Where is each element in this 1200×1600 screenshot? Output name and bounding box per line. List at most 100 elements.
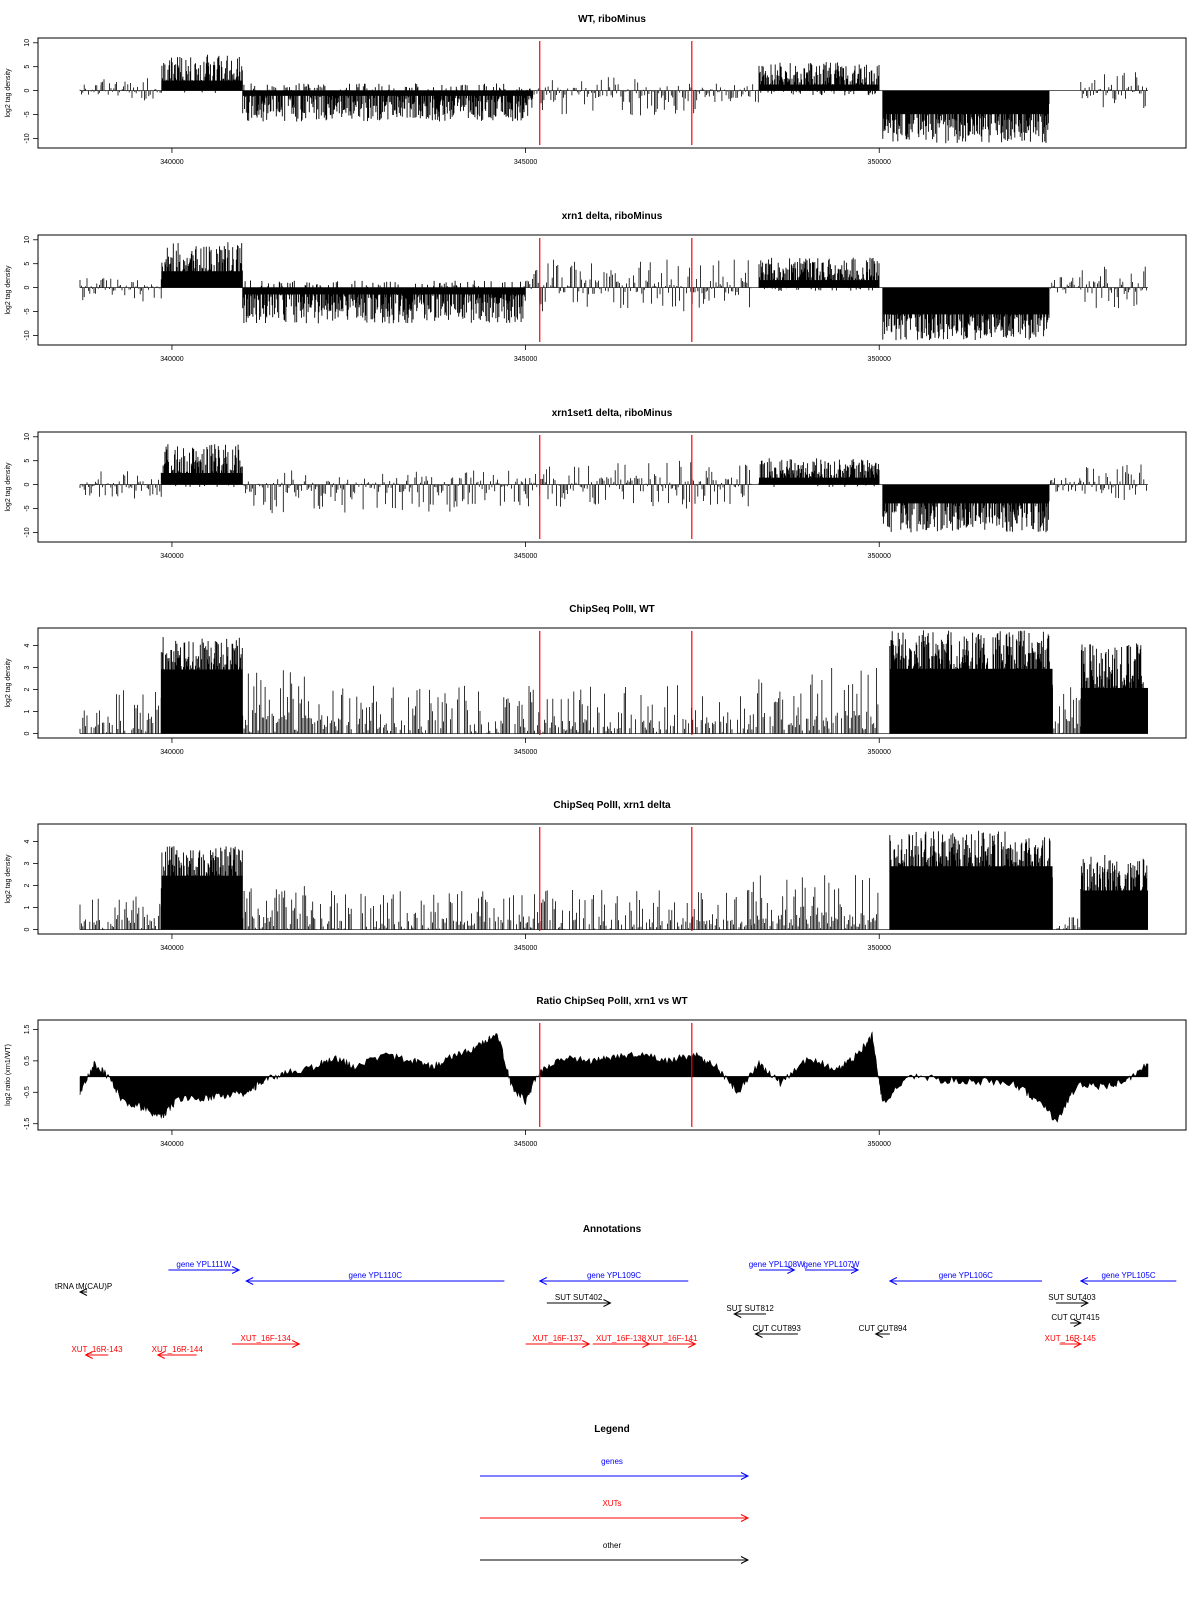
annotation-feature: XUT_16R-143 — [71, 1345, 123, 1359]
y-tick-label: 4 — [24, 644, 31, 648]
feature-label: gene YPL108W — [749, 1260, 805, 1269]
signal-bars — [694, 83, 759, 103]
y-tick-label: 3 — [24, 666, 31, 670]
signal-bars — [751, 668, 879, 734]
panel-frame — [37, 234, 1187, 346]
y-tick-label: 0 — [24, 483, 31, 487]
feature-label: gene YPL109C — [587, 1271, 641, 1280]
x-tick-label: 350000 — [868, 749, 891, 756]
y-tick-label: 10 — [24, 39, 31, 47]
feature-label: XUT_16F-138 — [596, 1334, 647, 1343]
arrowhead-icon — [1079, 1277, 1089, 1285]
y-tick-label: 4 — [24, 840, 31, 844]
signal-bars — [751, 875, 879, 930]
panel-1: WT, riboMinus log2 tag density -10 -5 0 5 10 34… — [5, 14, 1187, 166]
x-tick-label: 350000 — [868, 1141, 891, 1148]
annotation-feature: XUT_16R-144 — [152, 1345, 203, 1359]
panel-frame — [37, 37, 1187, 149]
feature-label: CUT CUT894 — [859, 1324, 908, 1333]
legend-entry: genes — [480, 1457, 750, 1480]
annotation-feature: XUT_16F-134 — [232, 1334, 301, 1348]
x-tick-label: 340000 — [160, 1141, 183, 1148]
signal-bars — [242, 280, 526, 324]
signal-block — [161, 875, 243, 930]
panel-frame — [37, 431, 1187, 543]
signal-bars — [525, 259, 752, 312]
x-tick-label: 350000 — [868, 945, 891, 952]
feature-label: gene YPL106C — [939, 1271, 993, 1280]
legend-label: other — [603, 1541, 622, 1550]
y-tick-label: -1.5 — [24, 1118, 31, 1130]
y-tick-label: 0 — [24, 286, 31, 290]
annotation-feature: SUT SUT402 — [546, 1293, 612, 1307]
signal-block — [161, 80, 243, 91]
signal-bars — [1056, 917, 1080, 930]
y-tick-label: -10 — [24, 527, 31, 537]
y-tick-label: 0 — [24, 732, 31, 736]
signal-bars — [532, 77, 696, 116]
feature-label: SUT SUT403 — [1048, 1293, 1096, 1302]
arrowhead-icon — [538, 1277, 547, 1285]
signal-block — [889, 668, 1053, 734]
arrowhead-icon — [733, 1310, 742, 1318]
arrowhead-icon — [740, 1514, 750, 1522]
annotation-feature: CUT CUT893 — [753, 1324, 802, 1338]
feature-label: XUT_16F-134 — [241, 1334, 292, 1343]
y-tick-label: 2 — [24, 884, 31, 888]
feature-label: XUT_16R-143 — [71, 1345, 123, 1354]
y-tick-label: -0.5 — [24, 1086, 31, 1098]
signal-bars — [242, 470, 526, 514]
annotations-panel: Annotations gene YPL111W gene YPL110C gene … — [55, 1224, 1177, 1359]
annotation-feature: tRNA tM(CAU)P — [55, 1282, 112, 1296]
signal-bars — [242, 886, 314, 930]
x-tick-label: 340000 — [160, 749, 183, 756]
feature-label: XUT_16R-145 — [1045, 1334, 1097, 1343]
signal-bars — [79, 690, 162, 734]
arrowhead-icon — [740, 1556, 750, 1564]
arrowhead-icon — [245, 1277, 254, 1285]
feature-label: XUT_16F-137 — [532, 1334, 583, 1343]
legend-title: Legend — [594, 1424, 630, 1435]
x-tick-label: 350000 — [868, 159, 891, 166]
y-tick-label: -5 — [24, 308, 31, 314]
signal-bars — [1048, 277, 1081, 294]
y-tick-label: -5 — [24, 111, 31, 117]
x-tick-label: 345000 — [514, 1141, 537, 1148]
y-tick-label: 1 — [24, 710, 31, 714]
y-tick-label: 0 — [24, 928, 31, 932]
feature-label: CUT CUT893 — [753, 1324, 802, 1333]
y-axis-label: log2 tag density — [5, 854, 12, 904]
annotation-feature: gene YPL106C — [888, 1271, 1042, 1285]
signal-block — [161, 271, 243, 288]
signal-bars — [100, 78, 161, 101]
y-tick-label: 1 — [24, 906, 31, 910]
feature-label: SUT SUT402 — [555, 1293, 603, 1302]
y-axis-label: log2 tag density — [5, 68, 12, 118]
y-axis-label: log2 tag density — [5, 265, 12, 315]
y-tick-label: 0.5 — [24, 1056, 31, 1066]
feature-label: CUT CUT415 — [1051, 1313, 1100, 1322]
panel-frame — [37, 823, 1187, 935]
annotation-feature: gene YPL109C — [538, 1271, 689, 1285]
legend-entry: other — [480, 1541, 750, 1564]
feature-label: XUT_16F-141 — [647, 1334, 698, 1343]
signal-bars — [79, 896, 162, 930]
annotation-feature: XUT_16R-145 — [1045, 1334, 1097, 1348]
signal-bars — [79, 471, 162, 499]
signal-block — [242, 287, 526, 295]
y-axis-label: log2 tag density — [5, 658, 12, 708]
x-tick-label: 350000 — [868, 553, 891, 560]
signal-block — [758, 280, 880, 288]
signal-bars — [1052, 687, 1081, 734]
x-tick-label: 340000 — [160, 356, 183, 363]
arrowhead-icon — [1073, 1340, 1082, 1348]
x-tick-label: 345000 — [514, 356, 537, 363]
signal-bars — [313, 890, 752, 930]
y-axis-label: log2 ratio (xrn1/WT) — [5, 1044, 12, 1106]
y-tick-label: 5 — [24, 459, 31, 463]
annotation-feature: SUT SUT403 — [1048, 1293, 1096, 1307]
y-axis-label: log2 tag density — [5, 462, 12, 512]
panel-title: xrn1set1 delta, riboMinus — [552, 408, 673, 419]
arrowhead-icon — [1080, 1299, 1089, 1307]
